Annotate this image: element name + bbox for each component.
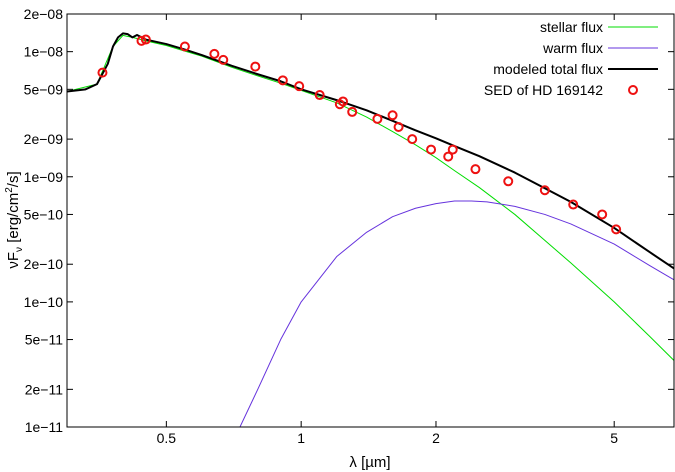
data-point [209, 48, 220, 59]
data-point [539, 185, 550, 196]
data-point [447, 144, 458, 155]
y-axis-title-unit-sup: 2 [4, 187, 15, 193]
data-point [372, 113, 383, 124]
data-point [407, 134, 418, 145]
data-point [277, 75, 288, 86]
x-tick-label: 1 [297, 430, 305, 446]
y-tick-label: 1e−11 [25, 419, 63, 435]
data-point [597, 209, 608, 220]
data-point [393, 121, 404, 132]
y-axis-title-main: νF [5, 252, 22, 269]
x-tick-label: 0.5 [157, 430, 177, 446]
series-line-modeled-total-flux [67, 32, 674, 270]
y-axis-title: νFν [erg/cm2/s] [4, 171, 25, 268]
data-point [568, 199, 579, 210]
data-point [503, 176, 514, 187]
y-tick-label: 5e−11 [25, 332, 63, 348]
data-point [387, 110, 398, 121]
data-point [611, 224, 622, 235]
axes: 1e−11 2e−11 5e−11 1e−10 2e−10 5e−10 1e−09 2e−09… [24, 6, 675, 446]
data-point [140, 34, 151, 45]
plot-frame [66, 13, 675, 428]
legend-swatch-sed-of-hd-169142 [628, 85, 638, 95]
y-axis-title-unit-end: /s] [5, 171, 22, 187]
legend-label-modeled-total-flux: modeled total flux [493, 61, 603, 77]
y-tick-label: 1e−09 [24, 169, 64, 185]
data-point [218, 54, 229, 65]
x-axis-title: λ [µm] [349, 454, 390, 471]
plot-area [67, 32, 674, 427]
data-point [179, 41, 190, 52]
data-point [314, 90, 325, 101]
legend-label-sed-of-hd-169142: SED of HD 169142 [484, 82, 603, 98]
data-point [250, 61, 261, 72]
x-tick-label: 2 [432, 430, 440, 446]
legend-label-warm-flux: warm flux [542, 40, 603, 56]
series-line-warm-flux [239, 200, 674, 427]
legend-label-stellar-flux: stellar flux [540, 19, 603, 35]
data-point [338, 96, 349, 107]
data-point [294, 81, 305, 92]
legend: stellar flux warm flux modeled total flux S… [484, 19, 658, 98]
y-tick-label: 2e−10 [24, 256, 64, 272]
data-point [97, 67, 108, 78]
data-point [136, 35, 147, 46]
y-tick-label: 1e−08 [24, 44, 64, 60]
y-axis-title-unit: [erg/cm [5, 193, 22, 247]
y-tick-label: 5e−09 [24, 81, 64, 97]
x-tick-label: 5 [610, 430, 618, 446]
data-point [426, 144, 437, 155]
y-tick-label: 5e−10 [24, 206, 64, 222]
series-line-stellar-flux [67, 34, 674, 361]
data-point [347, 106, 358, 117]
y-tick-label: 1e−10 [24, 294, 64, 310]
y-tick-label: 2e−09 [24, 131, 64, 147]
y-tick-label: 2e−11 [25, 381, 63, 397]
y-tick-label: 2e−08 [24, 6, 64, 22]
data-point [443, 151, 454, 162]
y-axis-title-sub: ν [14, 247, 25, 252]
data-point [470, 164, 481, 175]
